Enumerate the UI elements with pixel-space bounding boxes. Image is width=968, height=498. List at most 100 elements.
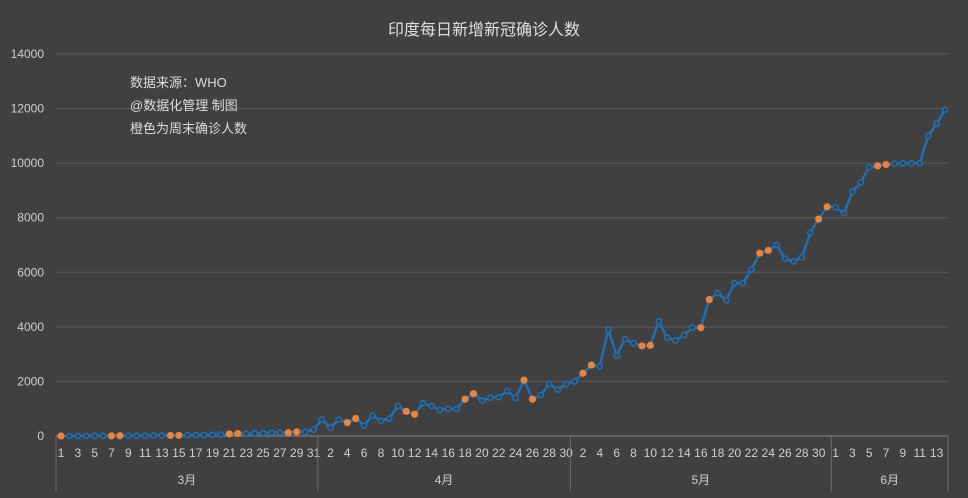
weekday-point	[689, 324, 696, 332]
weekday-point	[680, 331, 688, 339]
weekend-point	[520, 376, 528, 384]
weekday-point	[722, 296, 730, 304]
weekday-point	[141, 432, 149, 439]
weekday-point	[773, 241, 781, 249]
color-legend-note: 橙色为周末确诊人数	[130, 121, 248, 136]
x-tick-label: 26	[778, 446, 792, 460]
weekend-point	[528, 395, 537, 403]
x-tick-label: 24	[509, 446, 523, 460]
weekday-point	[327, 424, 334, 432]
weekday-point	[124, 432, 132, 440]
source-note: 数据来源：WHO	[130, 75, 227, 90]
weekday-point	[663, 334, 671, 342]
weekday-point	[251, 430, 259, 437]
weekday-point	[385, 415, 393, 422]
weekend-point	[823, 203, 831, 211]
x-tick-label: 5	[91, 446, 98, 460]
weekday-point	[74, 432, 82, 440]
x-tick-label: 14	[425, 446, 439, 460]
chart-title: 印度每日新增新冠确诊人数	[387, 22, 580, 39]
y-tick-label: 12000	[11, 102, 45, 116]
weekday-point	[865, 163, 873, 171]
weekday-point	[377, 417, 385, 425]
weekday-point	[714, 289, 722, 297]
weekday-point	[209, 431, 216, 439]
weekend-point	[646, 341, 654, 350]
x-tick-label: 11	[139, 446, 152, 460]
month-label: 5月	[692, 473, 711, 487]
weekday-point	[798, 253, 806, 261]
weekday-point	[562, 380, 570, 388]
x-tick-label: 6	[613, 446, 620, 460]
weekday-point	[158, 431, 166, 439]
weekday-point	[268, 429, 275, 437]
weekday-point	[192, 431, 200, 439]
weekend-point	[469, 390, 478, 398]
x-tick-label: 8	[630, 446, 637, 460]
y-tick-label: 4000	[17, 320, 44, 334]
weekday-point	[428, 402, 435, 410]
x-tick-label: 9	[900, 446, 907, 460]
x-tick-label: 16	[442, 446, 456, 460]
weekday-point	[242, 430, 250, 438]
weekday-point	[335, 416, 343, 424]
weekday-point	[503, 387, 511, 395]
x-tick-label: 13	[930, 446, 944, 460]
x-tick-label: 21	[223, 446, 237, 460]
weekday-point	[604, 326, 612, 333]
weekday-point	[495, 393, 503, 401]
x-tick-label: 28	[795, 446, 809, 460]
weekday-point	[739, 279, 747, 287]
weekend-point	[587, 361, 596, 369]
weekday-point	[318, 416, 326, 424]
weekday-point	[360, 422, 368, 430]
x-tick-label: 29	[290, 446, 304, 460]
x-tick-label: 28	[543, 446, 557, 460]
x-tick-label: 2	[327, 446, 334, 460]
x-tick-label: 3	[74, 446, 81, 460]
weekday-point	[899, 160, 907, 167]
x-tick-label: 1	[58, 446, 65, 460]
x-tick-label: 9	[125, 446, 132, 460]
weekend-point	[107, 432, 116, 440]
x-tick-label: 26	[526, 446, 540, 460]
x-tick-label: 4	[344, 446, 351, 460]
weekday-point	[259, 429, 267, 437]
weekday-point	[91, 432, 99, 440]
y-tick-label: 6000	[17, 265, 44, 279]
weekday-point	[150, 432, 158, 439]
x-tick-label: 22	[492, 446, 506, 460]
x-tick-label: 30	[812, 446, 826, 460]
x-tick-label: 7	[883, 446, 890, 460]
weekend-point	[57, 432, 65, 440]
weekday-point	[99, 432, 107, 440]
x-tick-label: 19	[206, 446, 220, 460]
weekend-point	[116, 432, 124, 440]
weekday-point	[537, 391, 545, 399]
y-tick-label: 0	[37, 429, 44, 443]
x-tick-label: 14	[677, 446, 691, 460]
weekday-point	[933, 120, 940, 127]
weekday-point	[545, 380, 553, 388]
weekday-point	[806, 229, 814, 237]
x-tick-label: 17	[189, 446, 203, 460]
weekend-point	[882, 160, 890, 169]
weekday-point	[554, 386, 562, 394]
x-tick-label: 2	[580, 446, 587, 460]
weekday-point	[907, 160, 915, 167]
x-tick-label: 20	[475, 446, 489, 460]
weekend-point	[705, 295, 713, 304]
x-tick-label: 27	[273, 446, 287, 460]
weekday-point	[672, 337, 679, 344]
x-tick-label: 12	[660, 446, 674, 460]
weekend-point	[697, 324, 705, 332]
weekday-point	[453, 405, 461, 413]
weekend-point	[293, 428, 301, 436]
x-tick-label: 8	[378, 446, 385, 460]
weekday-point	[200, 431, 208, 439]
weekday-point	[66, 432, 73, 440]
series-line	[61, 109, 947, 438]
weekday-point	[731, 279, 738, 287]
